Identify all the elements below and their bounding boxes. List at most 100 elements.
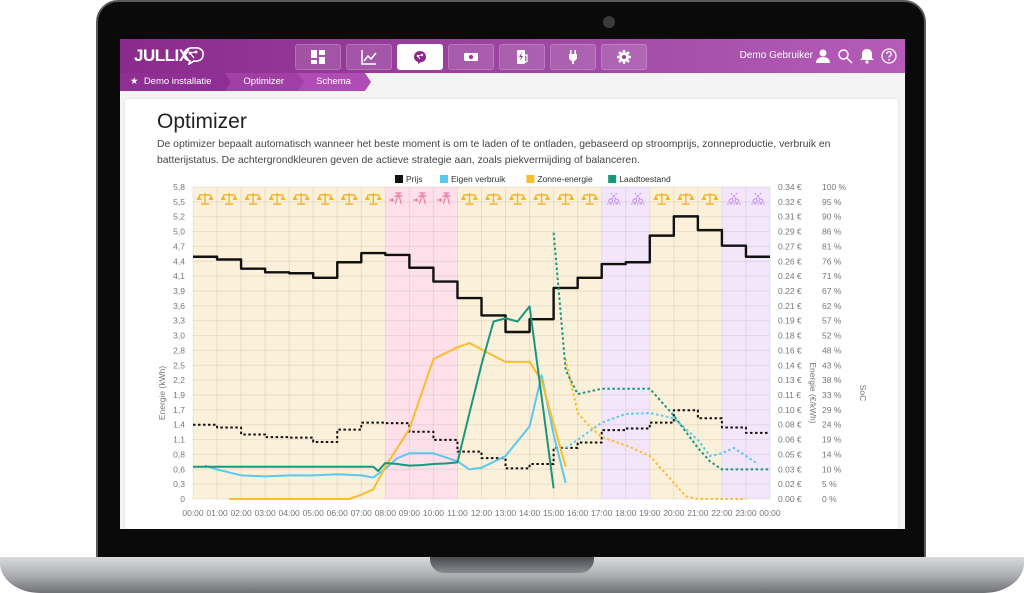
svg-text:Prijs: Prijs — [406, 174, 423, 184]
ev-charger-icon — [517, 50, 528, 64]
y-soc-tick: 14 % — [822, 449, 842, 459]
nav-devices-button[interactable] — [550, 44, 596, 70]
x-tick: 11:00 — [447, 508, 468, 518]
y-soc-tick: 57 % — [822, 316, 842, 326]
nav-dashboard-button[interactable] — [295, 44, 341, 70]
y-left-label: Energie (kWh) — [157, 366, 167, 420]
strategy-band — [721, 187, 770, 499]
series-line — [204, 374, 567, 484]
y-soc-tick: 33 % — [822, 390, 842, 400]
x-tick: 18:00 — [615, 508, 637, 518]
y-left-tick: 0 — [180, 494, 185, 504]
y-soc-tick: 10 % — [822, 464, 842, 474]
brain-logo-icon — [183, 47, 204, 65]
y-price-tick: 0.22 € — [778, 286, 802, 296]
laptop-notch — [430, 557, 594, 573]
y-price-tick: 0.19 € — [778, 316, 802, 326]
nav-settings-button[interactable] — [601, 44, 647, 70]
y-left-tick: 5,2 — [173, 212, 185, 222]
line-chart-icon — [361, 50, 377, 65]
nav-finance-button[interactable] — [448, 44, 494, 70]
top-navbar: JULLIX Demo Gebruiker — [120, 39, 905, 73]
y-soc-tick: 19 % — [822, 435, 842, 445]
app-screen: JULLIX Demo Gebruiker — [120, 39, 905, 529]
x-tick: 14:00 — [519, 508, 541, 518]
help-icon[interactable] — [881, 48, 897, 64]
balance-scale-icon — [244, 193, 262, 205]
strategy-band — [601, 187, 650, 499]
y-left-tick: 1,4 — [173, 420, 185, 430]
y-price-tick: 0.18 € — [778, 331, 802, 341]
x-tick: 00:00 — [182, 508, 204, 518]
legend-item[interactable]: Zonne-energie — [526, 174, 593, 184]
x-tick: 13:00 — [495, 508, 517, 518]
balance-scale-icon — [653, 193, 671, 205]
y-price-tick: 0.29 € — [778, 227, 802, 237]
optimizer-chart[interactable]: 0 0,3 0,6 0,8 1,1 1,4 1,7 1,9 2,2 2,5 2,8 3,0 3,3 3,6… — [125, 99, 898, 529]
search-icon[interactable] — [837, 48, 853, 64]
x-tick: 09:00 — [399, 508, 421, 518]
balance-scale-icon — [340, 193, 358, 205]
breadcrumb-optimizer[interactable]: Optimizer — [225, 73, 304, 91]
balance-scale-icon — [196, 193, 214, 205]
y-soc-tick: 71 % — [822, 271, 842, 281]
x-tick: 12:00 — [471, 508, 493, 518]
x-tick: 20:00 — [663, 508, 685, 518]
y-soc-tick: 48 % — [822, 345, 842, 355]
y-soc-tick: 95 % — [822, 197, 842, 207]
x-tick: 15:00 — [543, 508, 565, 518]
y-left-tick: 3,3 — [173, 316, 185, 326]
y-price-tick: 0.00 € — [778, 494, 802, 504]
x-tick: 17:00 — [591, 508, 613, 518]
balance-scale-icon — [364, 193, 382, 205]
grid-tower-icon — [413, 192, 427, 205]
y-left-tick: 2,8 — [173, 345, 185, 355]
y-soc-tick: 81 % — [822, 241, 842, 251]
breadcrumb: ★ Demo installatie Optimizer Schema — [120, 73, 371, 91]
plug-icon — [569, 50, 577, 64]
y-left-tick: 1,1 — [173, 435, 185, 445]
app-logo[interactable]: JULLIX — [134, 46, 190, 65]
svg-text:Eigen verbruik: Eigen verbruik — [451, 174, 506, 184]
balance-scale-icon — [460, 193, 478, 205]
strategy-band — [193, 187, 386, 499]
optimizer-card: Optimizer De optimizer bepaalt automatis… — [125, 99, 898, 529]
series-line — [229, 342, 567, 500]
y-soc-label: SoC — [858, 385, 868, 402]
y-left-tick: 0,6 — [173, 464, 185, 474]
nav-optimizer-button[interactable] — [397, 44, 443, 70]
balance-scale-icon — [268, 193, 286, 205]
bell-icon[interactable] — [859, 48, 875, 64]
x-tick: 04:00 — [279, 508, 301, 518]
y-price-tick: 0.13 € — [778, 375, 802, 385]
legend-item[interactable]: Eigen verbruik — [440, 174, 506, 184]
series-line — [193, 305, 555, 489]
nav-charging-button[interactable] — [499, 44, 545, 70]
legend-item[interactable]: Prijs — [395, 174, 423, 184]
scissors-icon — [750, 192, 765, 205]
series-line — [193, 409, 770, 470]
gear-icon — [617, 50, 631, 64]
grid-tower-icon — [389, 192, 403, 205]
x-tick: 08:00 — [375, 508, 397, 518]
y-price-tick: 0.03 € — [778, 464, 802, 474]
y-soc-tick: 52 % — [822, 331, 842, 341]
x-tick: 23:00 — [735, 508, 757, 518]
nav-charts-button[interactable] — [346, 44, 392, 70]
breadcrumb-schema[interactable]: Schema — [298, 73, 371, 91]
y-price-tick: 0.11 € — [778, 390, 801, 400]
balance-scale-icon — [701, 193, 719, 205]
y-soc-tick: 38 % — [822, 375, 842, 385]
y-left-tick: 4,1 — [173, 271, 185, 281]
brain-icon — [414, 51, 426, 64]
y-price-tick: 0.02 € — [778, 479, 802, 489]
y-price-tick: 0.34 € — [778, 182, 802, 192]
breadcrumb-home[interactable]: ★ Demo installatie — [120, 73, 232, 91]
y-price-tick: 0.10 € — [778, 405, 802, 415]
y-soc-tick: 67 % — [822, 286, 842, 296]
legend-item[interactable]: Laadtoestand — [608, 174, 671, 184]
balance-scale-icon — [292, 193, 310, 205]
user-name[interactable]: Demo Gebruiker — [739, 50, 813, 61]
user-icon[interactable] — [815, 48, 831, 64]
balance-scale-icon — [677, 193, 695, 205]
